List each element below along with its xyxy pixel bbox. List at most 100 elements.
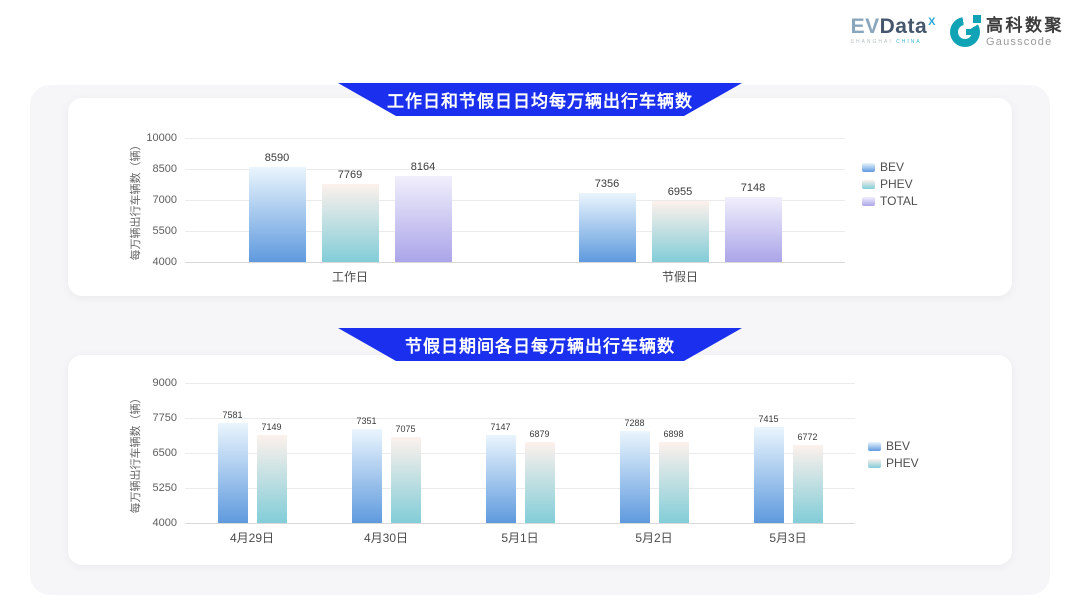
y-tick-label: 8500 bbox=[152, 163, 177, 175]
bar-value-label: 7288 bbox=[624, 417, 645, 428]
bar-group: 7147 6879 5月1日 bbox=[453, 383, 587, 545]
legend-label: BEV bbox=[886, 439, 911, 453]
bar-phev: 6772 bbox=[792, 432, 823, 523]
y-tick-label: 7750 bbox=[152, 412, 177, 424]
bar-bev: 7356 bbox=[578, 178, 636, 262]
bar-value-label: 6879 bbox=[529, 429, 550, 440]
evdata-data-text: Data bbox=[879, 15, 928, 38]
legend: BEV PHEV TOTAL bbox=[862, 160, 918, 208]
chart-title-holiday-daily: 节假日期间各日每万辆出行车辆数 bbox=[405, 337, 675, 356]
gausscode-logo: 高科数聚 Gausscode bbox=[950, 14, 1064, 48]
bar-group: 7415 6772 5月3日 bbox=[721, 383, 855, 545]
x-axis-label: 5月1日 bbox=[501, 531, 539, 545]
gridline bbox=[185, 523, 855, 524]
bar-value-label: 7148 bbox=[740, 181, 766, 194]
bar-group: 7581 7149 4月29日 bbox=[185, 383, 319, 545]
evdata-tagline-shanghai: SHANGHAI bbox=[850, 39, 893, 45]
plot-area-daily-avg: 10000 8500 7000 5500 4000 8590 7769 8164 工作日 7356… bbox=[146, 132, 845, 284]
evdata-logo: EVDataX SHANGHAI CHINA bbox=[851, 16, 936, 45]
bar-total: 7148 bbox=[724, 182, 782, 262]
g-icon-square-dot bbox=[973, 14, 981, 23]
bar-value-label: 8164 bbox=[410, 160, 436, 173]
legend-item-bev[interactable]: BEV bbox=[868, 439, 919, 453]
bar-bev: 7288 bbox=[619, 418, 650, 523]
legend-item-total[interactable]: TOTAL bbox=[862, 194, 918, 208]
gridline bbox=[185, 200, 845, 201]
bar-groups: 8590 7769 8164 工作日 7356 6955 7148 节假日 bbox=[185, 138, 845, 284]
gridline bbox=[185, 231, 845, 232]
charts-container: 工作日和节假日日均每万辆出行车辆数 每万辆出行车辆数（辆） 10000 8500 7… bbox=[30, 85, 1050, 595]
evdata-wordmark: EVDataX bbox=[851, 16, 936, 37]
bar-phev: 7769 bbox=[321, 169, 379, 262]
plot-area-holiday-daily: 9000 7750 6500 5250 4000 7581 7149 4月29日 7351 707… bbox=[153, 377, 855, 545]
bar-group: 7356 6955 7148 节假日 bbox=[515, 138, 845, 284]
y-tick-label: 10000 bbox=[146, 132, 177, 144]
bar-value-label: 7415 bbox=[758, 414, 779, 425]
gausscode-chinese-name: 高科数聚 bbox=[986, 16, 1064, 35]
legend-item-phev[interactable]: PHEV bbox=[862, 177, 918, 191]
evdata-ev-text: EV bbox=[850, 15, 880, 38]
y-tick-label: 9000 bbox=[152, 377, 177, 389]
gridline bbox=[185, 418, 855, 419]
bar-value-label: 7147 bbox=[490, 421, 511, 432]
y-tick-label: 5250 bbox=[152, 482, 177, 494]
gausscode-english-name: Gausscode bbox=[986, 35, 1053, 48]
y-tick-label: 7000 bbox=[152, 194, 177, 206]
legend-item-phev[interactable]: PHEV bbox=[868, 456, 919, 470]
bar-phev: 7075 bbox=[390, 424, 421, 523]
evdata-x-superscript: X bbox=[928, 16, 936, 28]
gridline bbox=[185, 262, 845, 263]
bar-total: 8164 bbox=[394, 161, 452, 262]
gausscode-wordmark: 高科数聚 Gausscode bbox=[986, 16, 1064, 48]
g-icon-crossbar bbox=[966, 28, 977, 35]
bar-bev: 7581 bbox=[217, 410, 248, 523]
chart-title-banner-holiday-daily: 节假日期间各日每万辆出行车辆数 bbox=[338, 328, 742, 361]
bar-phev: 7149 bbox=[256, 422, 287, 523]
x-axis-label: 工作日 bbox=[331, 270, 369, 284]
chart-card-daily-avg: 每万辆出行车辆数（辆） 10000 8500 7000 5500 4000 8590 776… bbox=[68, 98, 1012, 296]
gridline bbox=[185, 383, 855, 384]
evdata-tagline-china: CHINA bbox=[896, 39, 922, 45]
gridline bbox=[185, 453, 855, 454]
bar-bev: 7415 bbox=[753, 414, 784, 523]
bar-bev: 7351 bbox=[351, 416, 382, 523]
legend-label: TOTAL bbox=[880, 194, 918, 208]
x-axis-label: 5月2日 bbox=[635, 531, 673, 545]
bar-value-label: 6955 bbox=[667, 185, 693, 198]
x-axis-label: 4月29日 bbox=[229, 531, 275, 545]
bar-value-label: 7075 bbox=[395, 423, 416, 434]
gausscode-g-icon bbox=[950, 14, 981, 47]
bar-group: 8590 7769 8164 工作日 bbox=[185, 138, 515, 284]
bar-group: 7351 7075 4月30日 bbox=[319, 383, 453, 545]
bar-value-label: 7149 bbox=[261, 421, 282, 432]
bar-phev: 6898 bbox=[658, 429, 689, 523]
legend-item-bev[interactable]: BEV bbox=[862, 160, 918, 174]
legend-label: PHEV bbox=[886, 456, 919, 470]
evdata-tagline: SHANGHAI CHINA bbox=[851, 39, 936, 45]
bar-bev: 7147 bbox=[485, 422, 516, 523]
legend-marker-phev bbox=[868, 458, 881, 468]
chart-title-banner-daily-avg: 工作日和节假日日均每万辆出行车辆数 bbox=[338, 83, 742, 116]
bar-value-label: 6772 bbox=[797, 432, 818, 443]
bar-groups: 7581 7149 4月29日 7351 7075 4月30日 7147 6879 5月1日 72… bbox=[185, 383, 855, 545]
x-axis-label: 4月30日 bbox=[363, 531, 409, 545]
legend-marker-total bbox=[862, 196, 875, 206]
legend-label: BEV bbox=[880, 160, 905, 174]
bar-phev: 6955 bbox=[651, 186, 709, 262]
x-axis-label: 5月3日 bbox=[769, 531, 807, 545]
legend-marker-bev bbox=[862, 162, 875, 172]
legend-label: PHEV bbox=[880, 177, 913, 191]
y-tick-label: 5500 bbox=[152, 225, 177, 237]
gridline bbox=[185, 488, 855, 489]
y-tick-label: 4000 bbox=[152, 517, 177, 529]
bar-phev: 6879 bbox=[524, 429, 555, 523]
bar-value-label: 7581 bbox=[222, 409, 243, 420]
bar-value-label: 6898 bbox=[663, 428, 684, 439]
bar-value-label: 7769 bbox=[337, 169, 363, 182]
gridline bbox=[185, 169, 845, 170]
x-axis-label: 节假日 bbox=[661, 270, 699, 284]
chart-card-holiday-daily: 每万辆出行车辆数（辆） 9000 7750 6500 5250 4000 7581 7149… bbox=[68, 355, 1012, 565]
y-tick-label: 4000 bbox=[152, 256, 177, 268]
legend: BEV PHEV bbox=[868, 439, 919, 470]
chart-title-daily-avg: 工作日和节假日日均每万辆出行车辆数 bbox=[387, 92, 693, 111]
